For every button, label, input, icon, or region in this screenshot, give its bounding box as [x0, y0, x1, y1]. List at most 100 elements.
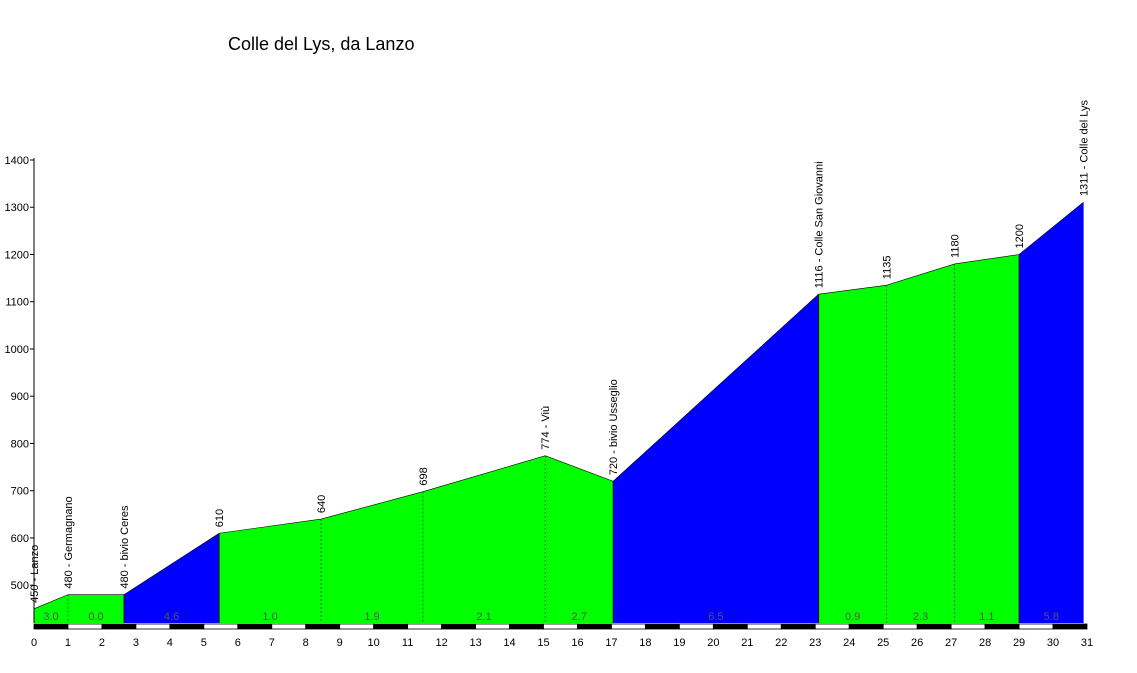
- x-tick-label-22: 22: [775, 637, 787, 649]
- x-tick-label-30: 30: [1047, 637, 1059, 649]
- point-label-11: 1180: [950, 234, 962, 258]
- segment-area-6: [422, 455, 546, 623]
- x-tick-label-8: 8: [303, 637, 309, 649]
- x-tick-label-1: 1: [65, 637, 71, 649]
- segment-gradient-label-2: 0.0: [88, 611, 103, 623]
- distance-bar-km-15: [543, 623, 578, 630]
- segment-gradient-label-5: 1.9: [364, 611, 379, 623]
- x-tick-label-12: 12: [435, 637, 447, 649]
- y-tick-label-700: 700: [11, 486, 29, 498]
- y-tick-label-600: 600: [11, 533, 29, 545]
- distance-bar-km-28: [984, 623, 1020, 630]
- segment-gradient-label-8: 6.5: [708, 611, 723, 623]
- distance-bar-km-27: [950, 623, 986, 630]
- segment-area-8: [613, 294, 819, 623]
- point-label-13: 1311 - Colle del Lys: [1079, 100, 1091, 196]
- x-tick-label-20: 20: [707, 637, 719, 649]
- x-tick-label-0: 0: [31, 637, 37, 649]
- distance-bar-km-8: [305, 623, 341, 630]
- segment-area-12: [1019, 202, 1084, 623]
- x-tick-label-3: 3: [133, 637, 139, 649]
- point-label-9: 1116 - Colle San Giovanni: [814, 161, 826, 288]
- y-tick-label-800: 800: [11, 438, 29, 450]
- segment-area-10: [886, 263, 955, 623]
- point-label-4: 610: [214, 509, 226, 527]
- distance-bar-km-19: [678, 623, 714, 630]
- distance-bar-km-14: [509, 623, 544, 630]
- distance-bar-km-3: [135, 623, 171, 630]
- point-label-7: 774 - Viù: [540, 406, 552, 450]
- x-tick-label-15: 15: [537, 637, 549, 649]
- segment-gradient-label-3: 4.6: [164, 611, 179, 623]
- distance-bar-km-2: [101, 623, 137, 630]
- distance-bar-km-17: [611, 623, 646, 630]
- point-label-1: 450 - Lanzo: [29, 545, 41, 603]
- y-tick-label-1400: 1400: [5, 155, 29, 167]
- distance-bar-km-13: [475, 623, 510, 630]
- x-tick-label-29: 29: [1013, 637, 1025, 649]
- point-label-8: 720 - bivio Usseglio: [608, 379, 620, 475]
- x-tick-label-27: 27: [945, 637, 957, 649]
- x-tick-label-7: 7: [269, 637, 275, 649]
- segment-area-7: [545, 455, 614, 623]
- segment-area-11: [954, 254, 1020, 623]
- segment-area-9: [818, 285, 887, 623]
- point-label-5: 640: [316, 495, 328, 513]
- distance-bar-km-26: [916, 623, 952, 630]
- distance-bar-km-10: [373, 623, 409, 630]
- point-label-12: 1200: [1014, 224, 1026, 248]
- y-tick-label-500: 500: [11, 580, 29, 592]
- x-tick-label-14: 14: [503, 637, 515, 649]
- x-tick-label-24: 24: [843, 637, 855, 649]
- x-tick-label-19: 19: [673, 637, 685, 649]
- point-labels: 3.0 0.0 4.6 1.0 1.9 2.1 2.7 6.5 0.9 2.3 1.1 5.8 450 …: [29, 100, 1091, 623]
- distance-bar-km-4: [169, 623, 205, 630]
- x-tick-label-6: 6: [235, 637, 241, 649]
- distance-bar-km-21: [746, 623, 782, 630]
- point-label-10: 1135: [882, 256, 894, 280]
- segment-gradient-label-12: 5.8: [1044, 611, 1059, 623]
- distance-bar-km-6: [237, 623, 273, 630]
- distance-bar-km-16: [577, 623, 612, 630]
- distance-bar-km-23: [814, 623, 850, 630]
- distance-bar-km-0: [33, 623, 69, 630]
- segment-dividers: [67, 254, 1020, 623]
- x-tick-label-16: 16: [571, 637, 583, 649]
- segment-gradient-label-1: 3.0: [43, 611, 58, 623]
- distance-bar-km-20: [712, 623, 748, 630]
- x-tick-label-31: 31: [1081, 637, 1093, 649]
- distance-bar-km-30: [1052, 623, 1088, 630]
- x-tick-label-26: 26: [911, 637, 923, 649]
- x-tick-label-2: 2: [99, 637, 105, 649]
- segment-gradient-label-9: 0.9: [845, 611, 860, 623]
- point-label-2: 480 - Germagnano: [63, 496, 75, 588]
- point-label-6: 698: [418, 467, 430, 485]
- point-label-3: 480 - bivio Ceres: [119, 505, 131, 589]
- y-tick-label-1000: 1000: [5, 344, 29, 356]
- x-tick-label-13: 13: [469, 637, 481, 649]
- segment-area-1: [34, 594, 68, 623]
- distance-bar-km-29: [1018, 623, 1054, 630]
- distance-bar-km-9: [339, 623, 375, 630]
- x-tick-label-18: 18: [639, 637, 651, 649]
- profile-areas: [33, 201, 1084, 623]
- distance-bar-km-24: [848, 623, 884, 630]
- y-tick-label-1300: 1300: [5, 202, 29, 214]
- distance-bar-km-25: [882, 623, 918, 630]
- segment-area-5: [321, 491, 423, 623]
- distance-bar-km-12: [441, 623, 476, 630]
- y-tick-label-1100: 1100: [5, 297, 29, 309]
- axes: 500 600 700 800 900 1000 1100 1200 1300 1400: [5, 155, 35, 623]
- segment-area-4: [219, 519, 322, 623]
- distance-bar-km-18: [645, 623, 680, 630]
- x-tick-label-11: 11: [402, 637, 413, 649]
- distance-bar-km-11: [407, 623, 443, 630]
- segment-gradient-label-6: 2.1: [476, 611, 491, 623]
- distance-bar-km-22: [780, 623, 816, 630]
- y-tick-label-900: 900: [11, 391, 29, 403]
- x-tick-label-21: 21: [741, 637, 753, 649]
- segment-gradient-label-7: 2.7: [572, 611, 587, 623]
- segment-gradient-label-4: 1.0: [262, 611, 277, 623]
- x-tick-label-23: 23: [809, 637, 821, 649]
